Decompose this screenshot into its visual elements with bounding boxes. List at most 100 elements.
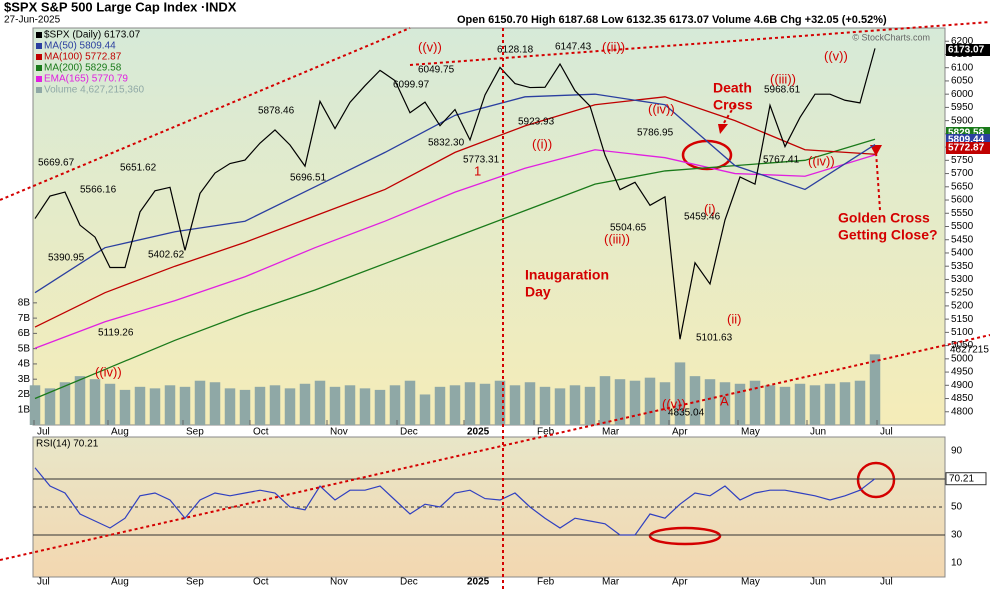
moving-average [34,149,876,349]
volume-bar [614,379,626,425]
y2-tick-label: 4B [18,359,31,370]
volume-bar [419,394,431,425]
price-annotation: 5119.26 [98,328,134,339]
wave-label: 1 [474,163,481,178]
x-tick-label: Oct [253,427,269,438]
circles [648,139,896,546]
price-annotation: 5504.65 [610,223,647,234]
price-annotation: 5669.67 [38,158,75,169]
y-tick-label: 5450 [951,234,974,245]
volume-bar [554,388,566,425]
volume-bar [839,382,851,425]
price-annotation: 5390.95 [48,253,85,264]
price-annotation: 4835.04 [668,408,705,419]
y-tick-label: 5200 [951,301,974,312]
volume-bar [824,383,836,425]
volume-bar [704,379,716,425]
volume-bar [494,380,506,425]
volume-bar [749,380,761,425]
price-annotation: 6049.75 [418,65,455,76]
x-tick-label: Nov [330,577,348,588]
volume-last: 4627215 [950,345,989,356]
price-annotation: 5101.63 [696,333,733,344]
legend-entry: EMA(165) 5770.79 [44,74,128,85]
price-annotation: 5878.46 [258,106,295,117]
x-tick-label: 2025 [467,577,490,588]
wave-label: ((iv)) [648,101,675,116]
legend-swatch [36,65,42,71]
volume-bar [719,382,731,425]
y2-tick-label: 3B [18,374,31,385]
legend-entry: $SPX (Daily) 6173.07 [44,30,141,41]
price-line [34,48,876,340]
volume-bar [659,382,671,425]
volume-bar [524,382,536,425]
price-annotation: 6128.18 [497,45,534,56]
volume-bar [539,386,551,425]
y-tick-label: 6200 [951,36,974,47]
x-tick-label: Sep [186,427,204,438]
x-tick-label: Feb [537,577,555,588]
last-value-box [945,472,987,486]
wave-label: ((iii)) [770,71,796,86]
arrow-head [870,145,882,156]
volume-bar [299,383,311,425]
volume-bar [254,386,266,425]
y-tick-label: 5500 [951,221,974,232]
price-annotation: 5923.93 [518,117,555,128]
last-value: 5829.58 [948,128,985,139]
volume-bar [329,386,341,425]
volume-bar [104,383,116,425]
x-tick-label: Dec [400,427,418,438]
y-tick-label: 5400 [951,248,974,259]
volume-bar [224,388,236,425]
x-tick-label: Sep [186,577,204,588]
x-tick-label: Nov [330,427,348,438]
x-tick-label: Mar [602,577,620,588]
price-annotation: 5767.41 [763,155,800,166]
legend-swatch [36,76,42,82]
volume-bar [464,382,476,425]
moving-average [34,93,876,294]
y-tick-label: 4800 [951,406,974,417]
x-tick-label: Feb [537,427,555,438]
watermark: © StockCharts.com [852,32,930,42]
price-annotation: 5696.51 [290,173,327,184]
y-tick-label: 5900 [951,115,974,126]
trendlines [0,21,990,591]
note: Inaugaration [525,267,609,283]
note: Cross [713,97,753,113]
volume-bar [374,389,386,425]
volume-bar [479,383,491,425]
volume-bar [239,389,251,425]
volume-bar [194,380,206,425]
last-value: 5772.87 [948,143,985,154]
price-annotation: 5459.46 [684,212,721,223]
arrow-head [718,124,728,134]
y2-tick-label: 2B [18,389,31,400]
volume-bar [149,388,161,425]
y-tick-label: 5650 [951,181,974,192]
y-tick-label: 5550 [951,208,974,219]
wave-label: ((v)) [824,48,848,63]
y2-tick-label: 1B [18,404,31,415]
volume-bar [434,386,446,425]
y-tick-label: 5000 [951,353,974,364]
y-tick-label: 4950 [951,367,974,378]
volume-bar [134,386,146,425]
x-tick-label: Dec [400,577,418,588]
volume-bar [164,385,176,425]
volume-bar [344,385,356,425]
volume-bar [569,385,581,425]
volume-bar [644,377,656,425]
wave-label: ((iv)) [808,153,835,168]
x-tick-label: Jun [810,577,826,588]
y2-tick-label: 8B [18,297,31,308]
moving-average [34,96,876,328]
last-value: 70.21 [949,473,974,484]
price-panel [32,27,946,426]
date: 27-Jun-2025 [4,15,61,26]
y-tick-label: 6000 [951,89,974,100]
volume-bar [854,380,866,425]
